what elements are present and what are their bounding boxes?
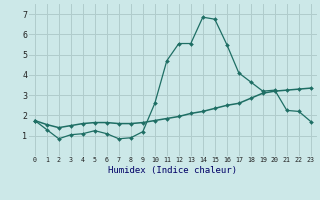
X-axis label: Humidex (Indice chaleur): Humidex (Indice chaleur) <box>108 166 237 175</box>
